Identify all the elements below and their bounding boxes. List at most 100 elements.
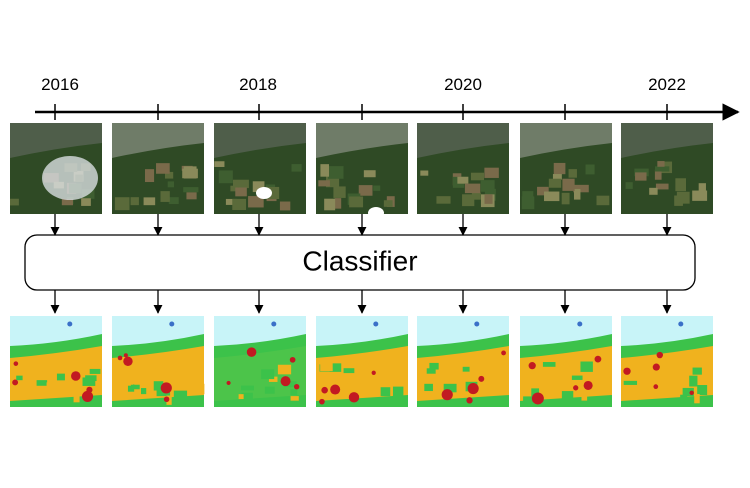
map-patch xyxy=(523,396,533,403)
map-patch xyxy=(320,361,333,372)
image-field xyxy=(130,197,139,206)
map-patch xyxy=(343,368,355,374)
map-patch xyxy=(380,387,391,397)
map-urban xyxy=(467,382,479,395)
image-field xyxy=(484,194,493,204)
image-field xyxy=(462,194,475,207)
classifier-label: Classifier xyxy=(302,245,417,276)
image-field xyxy=(183,187,199,193)
image-field xyxy=(635,172,647,181)
map-patch xyxy=(443,383,457,393)
image-field xyxy=(143,197,156,206)
image-field xyxy=(654,169,662,180)
satellite-image xyxy=(214,123,306,214)
image-field xyxy=(214,161,225,167)
map-urban xyxy=(160,382,172,394)
image-field xyxy=(654,166,670,172)
map-patch xyxy=(73,392,80,403)
map-patch xyxy=(520,365,532,375)
map-urban xyxy=(466,397,473,404)
map-patch xyxy=(571,375,583,380)
image-field xyxy=(698,183,706,193)
map-crop xyxy=(417,346,509,401)
image-land xyxy=(112,143,204,214)
image-field xyxy=(625,182,633,189)
map-urban xyxy=(501,350,506,356)
image-field xyxy=(373,185,381,191)
image-field xyxy=(522,191,534,202)
map-patch xyxy=(264,386,275,394)
image-field xyxy=(537,186,549,196)
map-patch xyxy=(290,389,298,395)
map-patch xyxy=(580,361,593,372)
map-water-patch xyxy=(577,321,583,327)
map-patch xyxy=(153,381,164,391)
image-field xyxy=(573,188,581,200)
thumbnails xyxy=(10,104,713,407)
image-field xyxy=(291,164,302,172)
map-urban xyxy=(531,392,544,405)
image-cloud xyxy=(256,187,272,199)
map-water-patch xyxy=(373,321,379,327)
image-field xyxy=(548,178,562,188)
satellite-image xyxy=(621,123,713,214)
classification-map xyxy=(417,316,509,407)
map-urban xyxy=(594,355,602,363)
classification-map xyxy=(10,316,102,407)
map-water-patch xyxy=(67,321,73,327)
image-field xyxy=(252,181,265,193)
map-patch xyxy=(173,390,188,401)
year-label: 2022 xyxy=(648,75,686,94)
map-patch xyxy=(668,375,679,386)
map-patch xyxy=(277,364,292,375)
image-cloud xyxy=(368,207,384,219)
image-land xyxy=(520,143,612,214)
image-field xyxy=(692,190,708,201)
map-patch xyxy=(531,388,540,397)
map-urban xyxy=(81,390,94,402)
map-patch xyxy=(290,396,299,401)
map-urban xyxy=(117,355,123,361)
image-field xyxy=(464,183,481,194)
image-field xyxy=(232,179,249,189)
map-patch xyxy=(682,387,694,397)
image-field xyxy=(676,191,690,204)
image-field xyxy=(114,197,130,211)
classification-map xyxy=(520,316,612,407)
map-patch xyxy=(429,362,439,370)
image-field xyxy=(655,183,669,190)
map-urban xyxy=(573,385,579,391)
map-patch xyxy=(126,377,134,386)
map-urban xyxy=(246,347,257,357)
image-field xyxy=(349,196,364,208)
year-label: 2020 xyxy=(444,75,482,94)
image-field xyxy=(183,166,197,179)
map-patch xyxy=(130,384,140,390)
image-field xyxy=(457,176,469,184)
image-field xyxy=(81,198,91,206)
image-field xyxy=(363,170,376,178)
map-urban xyxy=(13,361,19,366)
map-crop xyxy=(10,346,102,401)
map-patch xyxy=(462,366,470,372)
image-field xyxy=(649,187,658,195)
map-patch xyxy=(542,362,556,367)
satellite-image xyxy=(316,123,408,219)
map-patch xyxy=(283,381,297,388)
map-patch xyxy=(238,394,244,400)
map-patch xyxy=(89,368,101,374)
map-urban xyxy=(348,392,360,403)
map-patch xyxy=(621,371,634,380)
image-field xyxy=(436,196,451,204)
map-urban xyxy=(653,384,659,390)
map-patch xyxy=(56,373,65,381)
image-field xyxy=(383,200,393,207)
map-patch xyxy=(341,378,349,383)
map-urban xyxy=(293,383,300,390)
image-field xyxy=(544,191,560,202)
map-water-patch xyxy=(271,321,277,327)
map-patch xyxy=(329,363,342,372)
image-land xyxy=(621,143,713,214)
map-patch xyxy=(46,382,53,393)
